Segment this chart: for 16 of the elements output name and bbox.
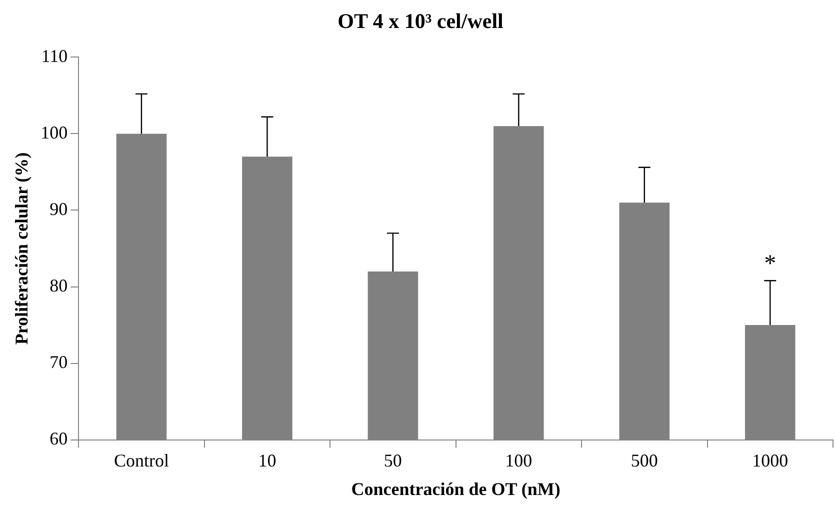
x-tick-label: 100 <box>505 450 532 470</box>
annotation: * <box>764 250 776 277</box>
x-tick-label: 500 <box>630 450 658 470</box>
chart-title: OT 4 x 10³ cel/well <box>338 9 504 34</box>
x-tick-label: 1000 <box>752 450 788 470</box>
y-tick-label: 100 <box>40 122 68 142</box>
x-tick-label: 10 <box>258 450 276 470</box>
y-tick-label: 70 <box>50 352 68 372</box>
y-tick-label: 80 <box>50 275 68 296</box>
y-tick-label: 90 <box>50 198 68 219</box>
y-tick-label: 60 <box>50 428 68 449</box>
x-axis-title: Concentración de OT (nM) <box>351 478 560 499</box>
x-tick-label: 50 <box>384 450 402 470</box>
y-axis-title: Proliferación celular (%) <box>11 152 32 345</box>
y-tick-label: 110 <box>41 46 68 66</box>
x-tick-label: Control <box>114 450 169 470</box>
